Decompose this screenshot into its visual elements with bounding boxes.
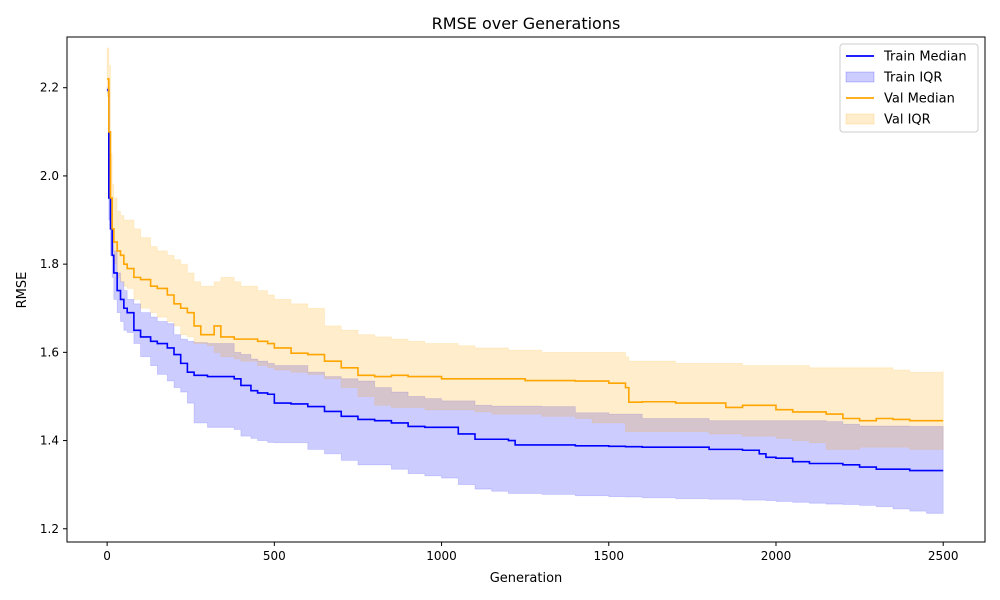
y-tick-label: 2.2: [40, 81, 59, 95]
y-tick-label: 1.2: [40, 522, 59, 536]
val-iqr-legend-label: Val IQR: [884, 113, 931, 128]
x-tick-label: 2000: [761, 549, 792, 563]
val-iqr-band: [106, 47, 944, 450]
legend-box: [839, 43, 979, 133]
x-tick-label: 1500: [593, 549, 624, 563]
train-median-line: [107, 89, 944, 472]
x-tick-label: 0: [103, 549, 111, 563]
y-tick-label: 1.4: [40, 434, 59, 448]
median-lines: [107, 78, 944, 472]
val-median-line: [107, 78, 944, 422]
val-median-legend-label: Val Median: [884, 92, 955, 107]
x-tick-label: 1000: [426, 549, 457, 563]
chart-title: RMSE over Generations: [432, 14, 621, 33]
y-axis-ticks: 1.2 1.4 1.6 1.8 2.0 2.2: [40, 81, 67, 536]
legend-entries: Train Median Train IQR Val Median Val IQR: [845, 50, 967, 128]
y-tick-label: 1.8: [40, 257, 59, 271]
x-tick-label: 2500: [928, 549, 959, 563]
x-axis-ticks: 0 500 1000 1500 2000 2500: [103, 542, 958, 563]
x-tick-label: 500: [263, 549, 286, 563]
plot-frame: [66, 36, 986, 543]
train-median-legend-label: Train Median: [883, 50, 967, 65]
train-iqr-legend-label: Train IQR: [883, 71, 942, 86]
legend: Train Median Train IQR Val Median Val IQR: [839, 43, 979, 133]
train-iqr-legend-swatch: [845, 71, 875, 83]
y-tick-label: 2.0: [40, 169, 59, 183]
x-axis-label: Generation: [490, 571, 563, 586]
val-iqr-legend-swatch: [845, 113, 875, 125]
y-tick-label: 1.6: [40, 345, 59, 359]
y-axis-label: RMSE: [15, 272, 30, 309]
